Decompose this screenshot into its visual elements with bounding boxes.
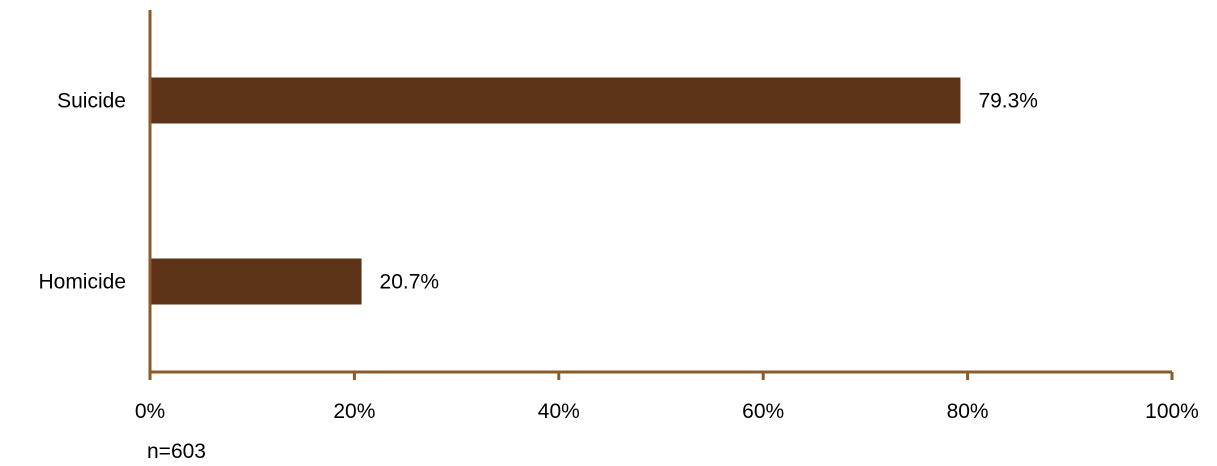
labels: Suicide 79.3% Homicide 20.7% 0% 20% 40% 60% 80% 1… [38, 90, 1198, 424]
category-label-suicide: Suicide [57, 90, 126, 113]
x-tick-label: 80% [947, 400, 989, 423]
x-tick-label: 60% [742, 400, 784, 423]
sample-size-note: n=603 [147, 440, 206, 463]
category-label-homicide: Homicide [38, 271, 126, 294]
x-tick-label: 100% [1145, 400, 1199, 423]
x-tick-label: 20% [333, 400, 375, 423]
data-label-homicide: 20.7% [380, 271, 440, 294]
x-tick-label: 0% [135, 400, 165, 423]
x-tick-label: 40% [538, 400, 580, 423]
data-label-suicide: 79.3% [978, 90, 1038, 113]
bar-suicide [150, 77, 961, 124]
axes [148, 10, 1174, 380]
bars [150, 77, 961, 305]
bar-homicide [150, 258, 362, 305]
